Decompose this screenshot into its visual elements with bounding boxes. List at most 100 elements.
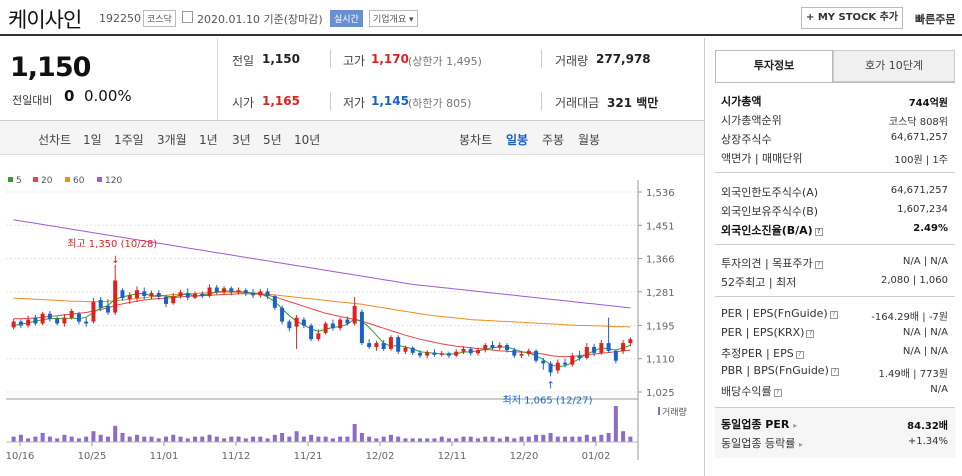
info-panel bbox=[704, 38, 962, 476]
y-tick-label: 1,536 bbox=[646, 188, 675, 199]
volume-bar bbox=[613, 406, 618, 442]
week52-value: 2,080 | 1,060 bbox=[881, 275, 948, 286]
period-monthly[interactable]: 월봉 bbox=[578, 133, 601, 147]
candle-body bbox=[171, 296, 176, 304]
est-per-label: 추정PER | EPS? bbox=[721, 345, 804, 361]
tab-invest-info[interactable]: 투자정보 bbox=[715, 50, 833, 82]
upper-limit: (상한가 1,495) bbox=[408, 55, 482, 68]
period-5y[interactable]: 5년 bbox=[263, 133, 282, 147]
candle-body bbox=[294, 317, 299, 327]
volume-bar bbox=[272, 434, 277, 442]
quick-order-link[interactable]: 빠른주문 bbox=[915, 13, 956, 26]
help-icon[interactable]: ? bbox=[773, 389, 782, 397]
help-icon[interactable]: ? bbox=[806, 330, 815, 338]
volume-bar bbox=[570, 436, 575, 442]
high-value: 1,170 bbox=[371, 52, 409, 66]
industry-per-label[interactable]: 동일업종 PER ▸ bbox=[721, 418, 798, 431]
divider bbox=[715, 172, 955, 173]
my-stock-add-button[interactable]: + MY STOCK 추가 bbox=[801, 7, 903, 29]
candle-body bbox=[592, 346, 597, 353]
candle-body bbox=[570, 355, 575, 365]
period-1y[interactable]: 1년 bbox=[199, 133, 218, 147]
per-krx-value: N/A | N/A bbox=[902, 327, 948, 338]
period-10y[interactable]: 10년 bbox=[294, 133, 321, 147]
arrow-down-icon: ↓ bbox=[111, 255, 119, 266]
volume-bar bbox=[497, 438, 502, 442]
period-3m[interactable]: 3개월 bbox=[157, 133, 187, 147]
help-icon[interactable]: ? bbox=[814, 228, 823, 236]
volume-bar bbox=[142, 436, 147, 442]
market-badge: 코스닥 bbox=[143, 10, 176, 27]
volume-bar bbox=[359, 433, 364, 442]
legend-label: 120 bbox=[105, 176, 122, 186]
volume-bar bbox=[207, 434, 212, 442]
volume-bar bbox=[76, 438, 81, 442]
arrow-right-icon: ▸ bbox=[793, 421, 798, 430]
candle-body bbox=[468, 348, 473, 354]
candle-body bbox=[62, 317, 67, 324]
help-icon[interactable]: ? bbox=[814, 261, 823, 269]
foreign-ratio-label: 외국인소진율(B/A)? bbox=[721, 222, 823, 238]
candle-body bbox=[519, 354, 524, 356]
candle-body bbox=[577, 355, 582, 358]
x-tick-label: 10/25 bbox=[78, 451, 107, 462]
candle-body bbox=[483, 345, 488, 351]
legend-label: 20 bbox=[41, 176, 53, 186]
period-1d[interactable]: 1일 bbox=[83, 133, 102, 147]
volume-bar bbox=[541, 434, 546, 442]
legend-label: 5 bbox=[16, 176, 22, 186]
candle-body bbox=[410, 347, 415, 353]
arrow-up-icon: ↑ bbox=[547, 380, 555, 391]
help-icon[interactable]: ? bbox=[829, 311, 838, 319]
candle-body bbox=[388, 337, 393, 349]
candle-body bbox=[134, 290, 139, 299]
corp-info-dropdown[interactable]: 기업개요 ▾ bbox=[369, 10, 418, 27]
open-value: 1,165 bbox=[262, 94, 300, 108]
candle-body bbox=[11, 321, 16, 328]
candle-body bbox=[316, 333, 321, 340]
volume-bar bbox=[592, 436, 597, 442]
opinion-label: 투자의견 | 목표주가? bbox=[721, 255, 823, 271]
market-cap-value: 744억원 bbox=[908, 98, 948, 109]
volume-bar bbox=[388, 434, 393, 442]
candle-body bbox=[156, 292, 161, 297]
candle-body bbox=[490, 345, 495, 348]
candle-body bbox=[229, 288, 234, 293]
divider bbox=[715, 244, 955, 245]
change-percent: 0.00% bbox=[84, 87, 132, 105]
candle-body bbox=[222, 288, 227, 293]
calendar-icon bbox=[182, 11, 193, 23]
candle-body bbox=[512, 350, 517, 356]
candle-body bbox=[548, 363, 553, 373]
candle-body bbox=[84, 321, 89, 324]
dividend-label: 배당수익률? bbox=[721, 383, 782, 399]
volume-bar bbox=[84, 436, 89, 442]
volume-bar bbox=[396, 436, 401, 442]
tab-quote-10[interactable]: 호가 10단계 bbox=[833, 50, 955, 82]
realtime-button[interactable]: 실시간 bbox=[330, 10, 363, 27]
volume-bar bbox=[367, 436, 372, 442]
volume-bar bbox=[185, 438, 190, 442]
volume-bar bbox=[229, 436, 234, 442]
industry-rate-label[interactable]: 동일업종 등락률 ▸ bbox=[721, 437, 803, 450]
candle-body bbox=[352, 305, 357, 324]
low-label: 저가 bbox=[343, 96, 366, 110]
help-icon[interactable]: ? bbox=[830, 368, 839, 376]
x-tick-label: 12/20 bbox=[510, 451, 539, 462]
candle-body bbox=[280, 307, 285, 322]
period-daily[interactable]: 일봉 bbox=[506, 133, 529, 147]
y-tick-label: 1,110 bbox=[646, 355, 675, 366]
divider bbox=[218, 120, 704, 121]
foreign-limit-value: 64,671,257 bbox=[890, 185, 948, 196]
period-weekly[interactable]: 주봉 bbox=[542, 133, 565, 147]
x-tick-label: 11/01 bbox=[150, 451, 179, 462]
period-3y[interactable]: 3년 bbox=[232, 133, 251, 147]
candle-chart[interactable]: 5 20 60 120 1,536 1,451 1,366 1,281 1,195 1,110 1,… bbox=[6, 170, 700, 470]
volume-label: 거래량 bbox=[555, 54, 589, 68]
volume-bar bbox=[446, 438, 451, 442]
period-1w[interactable]: 1주일 bbox=[114, 133, 144, 147]
legend-label: 60 bbox=[73, 176, 85, 186]
help-icon[interactable]: ? bbox=[795, 351, 804, 359]
candle-body bbox=[374, 343, 379, 347]
candle-chart-label: 봉차트 bbox=[459, 133, 493, 147]
